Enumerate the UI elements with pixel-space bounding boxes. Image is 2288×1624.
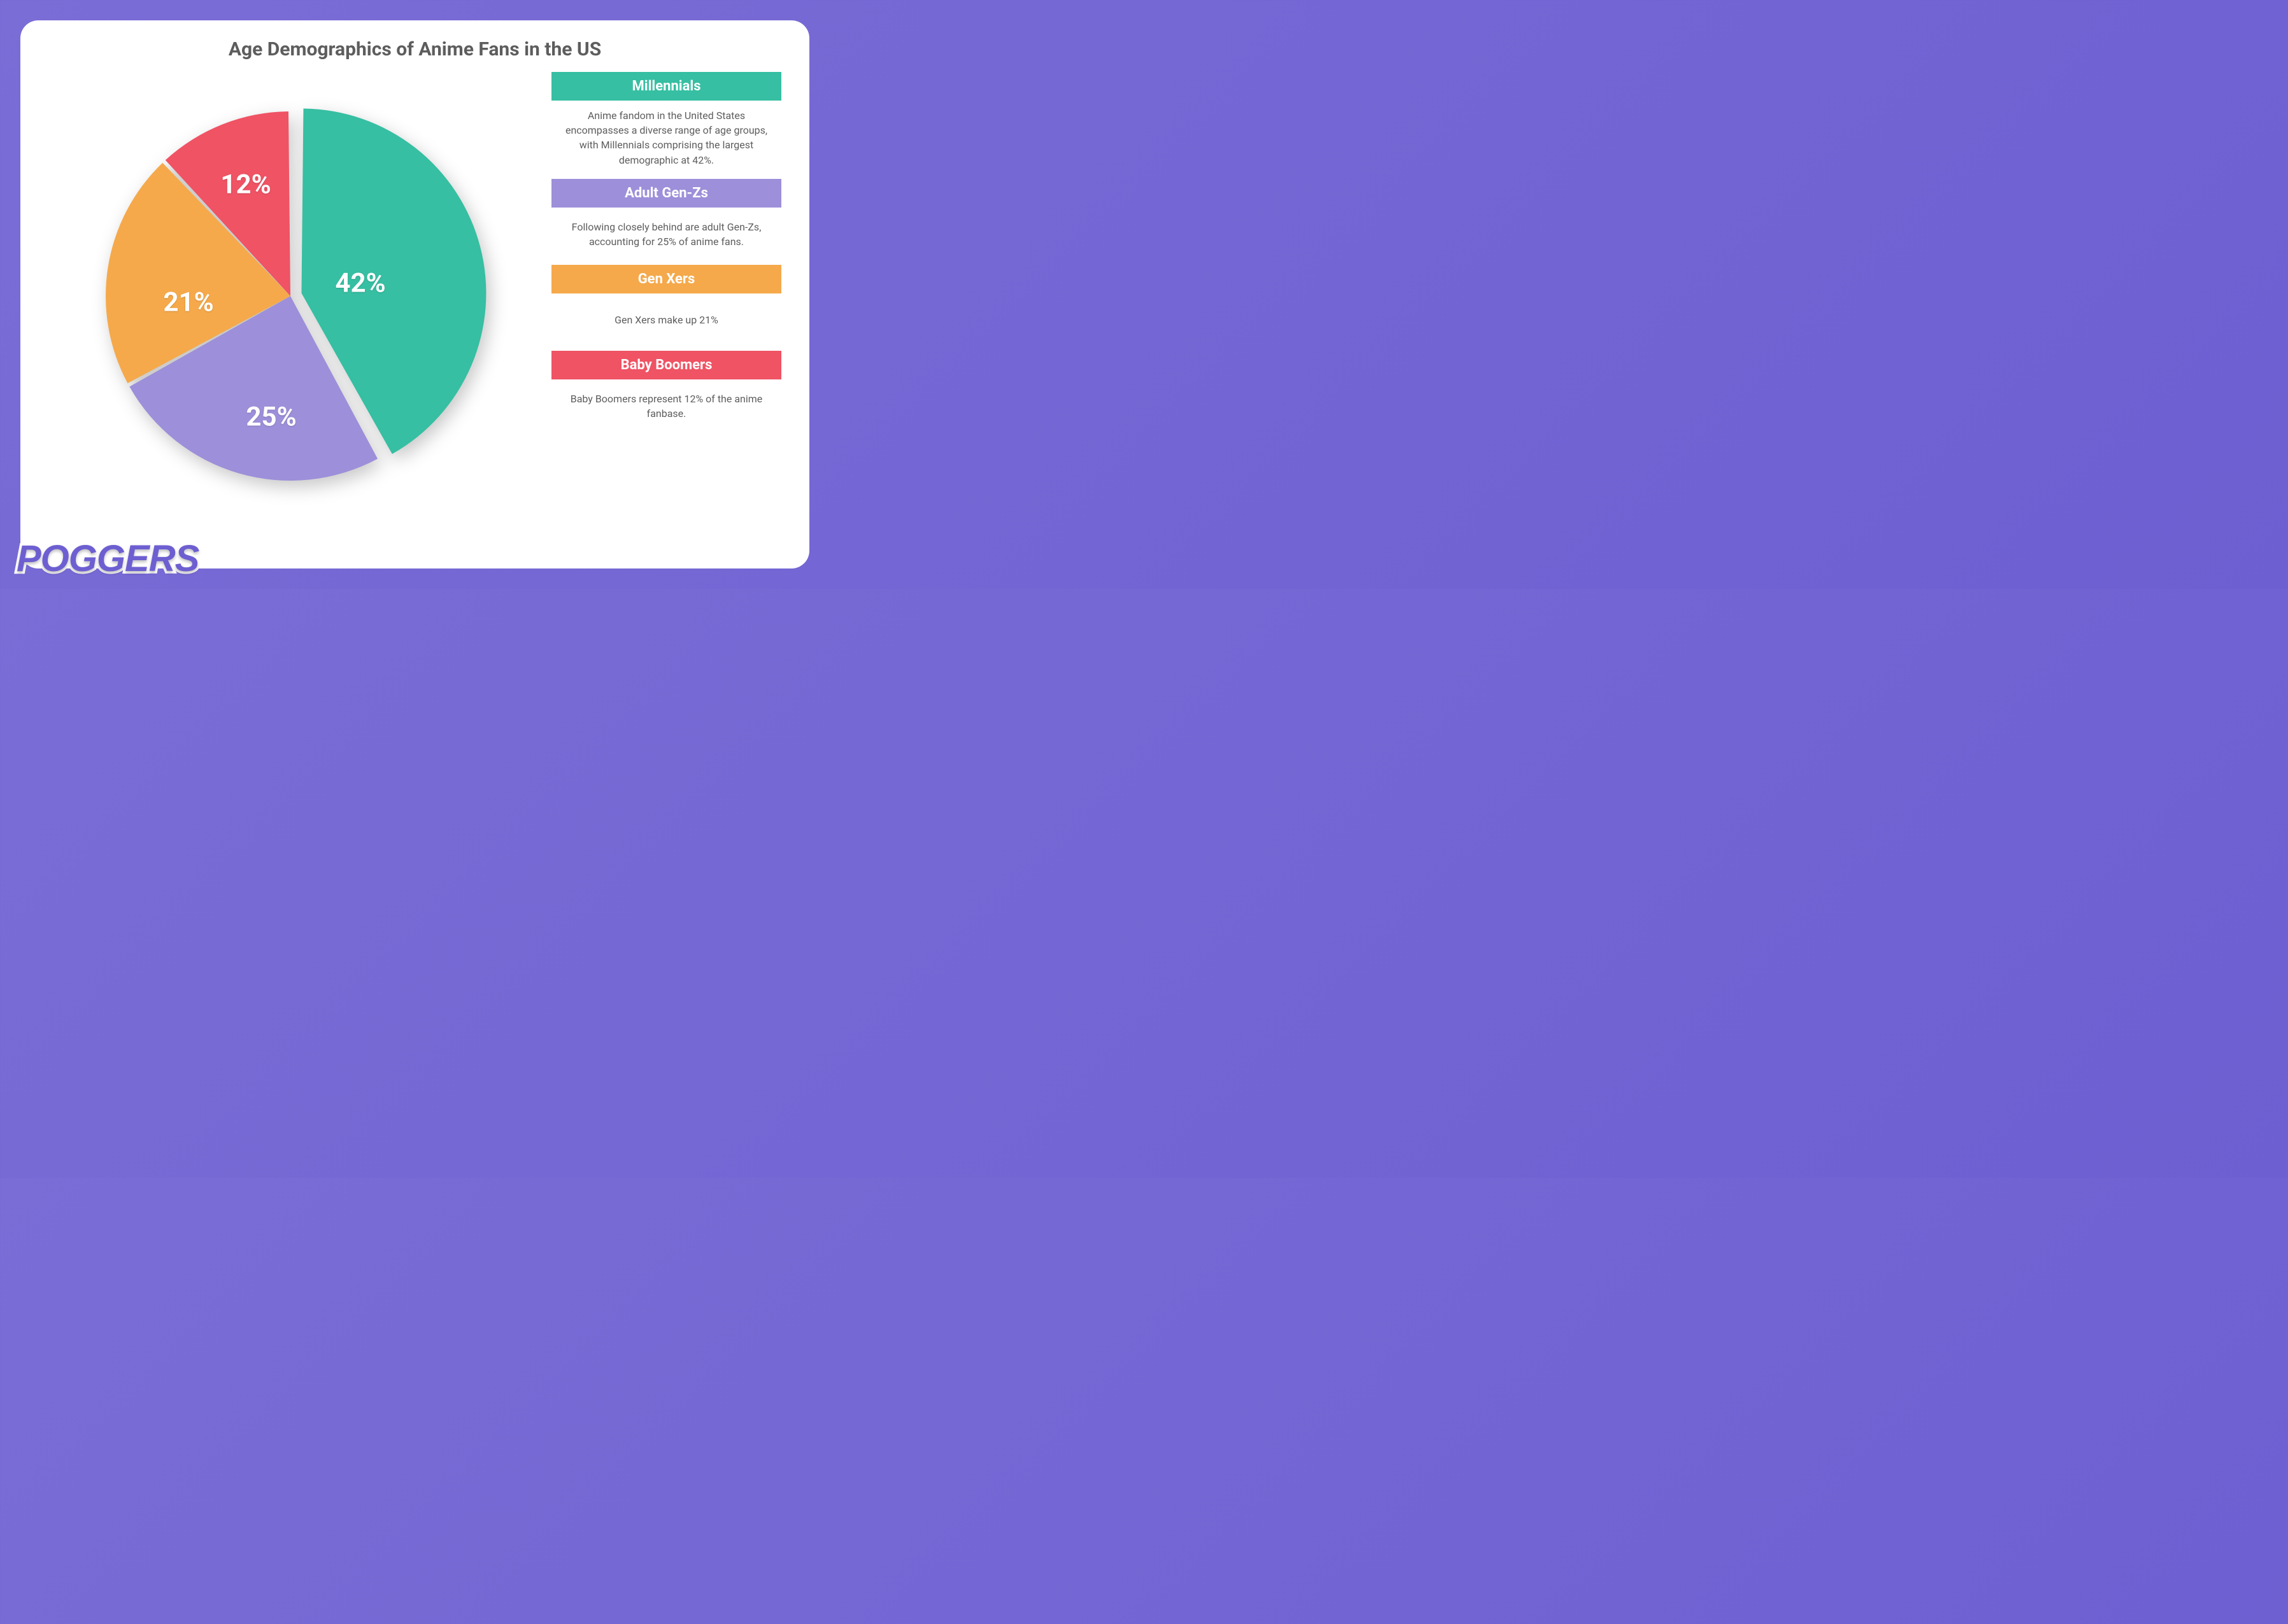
pie-slice-label-baby-boomers: 12% bbox=[220, 169, 271, 201]
pie-slice-label-adult-gen-z: 25% bbox=[246, 402, 296, 433]
legend-item-baby-boomers: Baby Boomers Baby Boomers represent 12% o… bbox=[551, 351, 781, 425]
legend-item-gen-xers: Gen Xers Gen Xers make up 21% bbox=[551, 265, 781, 339]
legend-header-millennials: Millennials bbox=[551, 72, 781, 101]
chart-title: Age Demographics of Anime Fans in the US bbox=[48, 38, 781, 60]
content-row: 42% 25% 21% 12% Millennials Anime fandom in … bbox=[48, 67, 781, 556]
legend-desc-gen-xers: Gen Xers make up 21% bbox=[551, 301, 781, 339]
legend-panel: Millennials Anime fandom in the United St… bbox=[551, 67, 781, 556]
brand-logo-text: POGGERS bbox=[17, 538, 199, 579]
pie-slice-label-gen-xers: 21% bbox=[163, 287, 213, 318]
pie-slice-label-millennials: 42% bbox=[335, 268, 385, 299]
legend-header-baby-boomers: Baby Boomers bbox=[551, 351, 781, 379]
legend-header-adult-gen-z: Adult Gen-Zs bbox=[551, 179, 781, 208]
info-card: Age Demographics of Anime Fans in the US… bbox=[20, 20, 809, 568]
legend-desc-adult-gen-z: Following closely behind are adult Gen-Z… bbox=[551, 215, 781, 253]
legend-desc-millennials: Anime fandom in the United States encomp… bbox=[551, 108, 781, 167]
legend-header-gen-xers: Gen Xers bbox=[551, 265, 781, 293]
legend-item-adult-gen-z: Adult Gen-Zs Following closely behind are… bbox=[551, 179, 781, 253]
pie-chart: 42% 25% 21% 12% bbox=[87, 73, 494, 506]
legend-item-millennials: Millennials Anime fandom in the United St… bbox=[551, 72, 781, 167]
legend-desc-baby-boomers: Baby Boomers represent 12% of the anime … bbox=[551, 387, 781, 425]
pie-chart-area: 42% 25% 21% 12% bbox=[48, 67, 532, 556]
brand-logo: POGGERS bbox=[17, 537, 199, 580]
